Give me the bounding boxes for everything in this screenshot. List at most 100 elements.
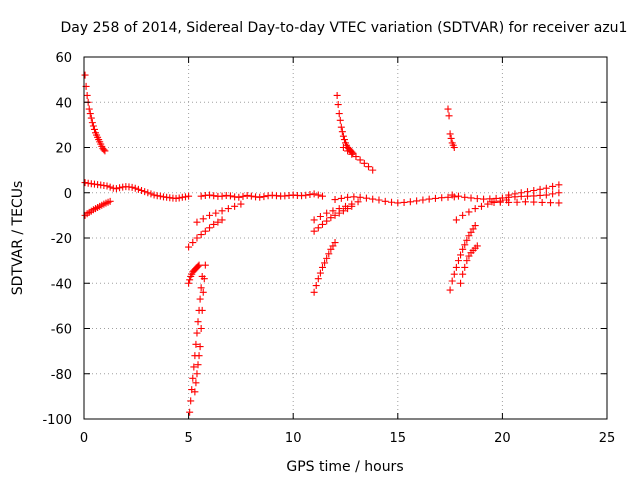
series-rise-late: [505, 181, 563, 199]
data-point: [505, 191, 513, 199]
data-point: [214, 218, 222, 226]
data-point: [310, 216, 318, 224]
data-point: [201, 261, 209, 269]
data-point: [329, 207, 337, 215]
data-point: [365, 163, 373, 171]
data-point: [193, 218, 201, 226]
data-point: [333, 91, 341, 99]
data-point: [138, 186, 146, 194]
data-point: [81, 179, 89, 187]
data-point: [239, 192, 247, 200]
data-point: [141, 188, 149, 196]
data-point: [193, 370, 201, 378]
series-baseline-mid: [197, 190, 326, 201]
data-point: [447, 134, 455, 142]
x-tick-label: 15: [390, 431, 407, 446]
data-point: [445, 112, 453, 120]
data-point: [147, 190, 155, 198]
data-point: [350, 193, 358, 201]
data-point: [199, 215, 207, 223]
data-point: [555, 189, 563, 197]
data-point: [547, 199, 555, 207]
series-dip-5h-c: [185, 261, 203, 287]
data-point: [339, 207, 347, 215]
x-tick-label: 20: [494, 431, 511, 446]
data-point: [331, 239, 339, 247]
data-point: [175, 194, 183, 202]
data-point: [200, 275, 208, 283]
data-point: [492, 194, 500, 202]
data-point: [505, 198, 513, 206]
data-point: [310, 190, 318, 198]
data-point: [106, 183, 114, 191]
series-dip-17h: [446, 222, 479, 294]
data-point: [181, 193, 189, 201]
data-point: [375, 196, 383, 204]
data-point: [413, 197, 421, 205]
data-point: [530, 186, 538, 194]
data-point: [336, 116, 344, 124]
data-point: [201, 227, 209, 235]
data-point: [517, 189, 525, 197]
data-point: [185, 243, 193, 251]
data-point: [331, 196, 339, 204]
data-point: [144, 189, 152, 197]
grid: [84, 57, 607, 419]
data-point: [312, 282, 320, 290]
x-axis: 0 5 10 15 20 25: [80, 57, 615, 446]
data-point: [112, 185, 120, 193]
data-point: [199, 288, 207, 296]
data-point: [197, 192, 205, 200]
data-point: [454, 257, 462, 265]
data-point: [549, 182, 557, 190]
data-point: [189, 374, 197, 382]
data-point: [195, 352, 203, 360]
y-tick-label: -60: [51, 323, 72, 338]
data-point: [260, 193, 268, 201]
data-point: [218, 216, 226, 224]
data-point: [488, 198, 496, 206]
y-tick-label: -20: [51, 232, 72, 247]
data-point: [473, 242, 481, 250]
data-point: [128, 183, 136, 191]
data-point: [86, 110, 94, 118]
data-point: [461, 241, 469, 249]
data-point: [457, 279, 465, 287]
series-low-late: [488, 198, 563, 207]
data-point: [193, 234, 201, 242]
series-dip-17h-b: [457, 242, 481, 287]
y-tick-label: -100: [42, 413, 72, 428]
data-point: [90, 125, 98, 133]
data-point: [348, 200, 356, 208]
data-point: [467, 194, 475, 202]
data-point: [471, 222, 479, 230]
series-tail-12h: [339, 144, 377, 174]
data-point: [106, 197, 114, 205]
data-point: [197, 284, 205, 292]
data-point: [461, 263, 469, 271]
data-point: [334, 101, 342, 109]
data-point: [85, 105, 93, 113]
x-tick-label: 0: [80, 431, 88, 446]
data-point: [190, 363, 198, 371]
data-point: [323, 209, 331, 217]
data-point: [310, 288, 318, 296]
series-dip-5h-b: [191, 261, 209, 396]
data-point: [542, 184, 550, 192]
data-point: [206, 224, 214, 232]
data-point: [156, 192, 164, 200]
data-point: [498, 194, 506, 202]
data-point: [193, 329, 201, 337]
data-point: [196, 295, 204, 303]
data-point: [314, 224, 322, 232]
data-point: [459, 270, 467, 278]
data-point: [538, 198, 546, 206]
series-ramp-11h-b: [310, 198, 362, 224]
data-point: [323, 217, 331, 225]
data-point: [369, 195, 377, 203]
data-point: [316, 269, 324, 277]
data-point: [185, 192, 193, 200]
data-point: [450, 270, 458, 278]
y-tick-label: 60: [55, 51, 72, 66]
data-point: [331, 211, 339, 219]
